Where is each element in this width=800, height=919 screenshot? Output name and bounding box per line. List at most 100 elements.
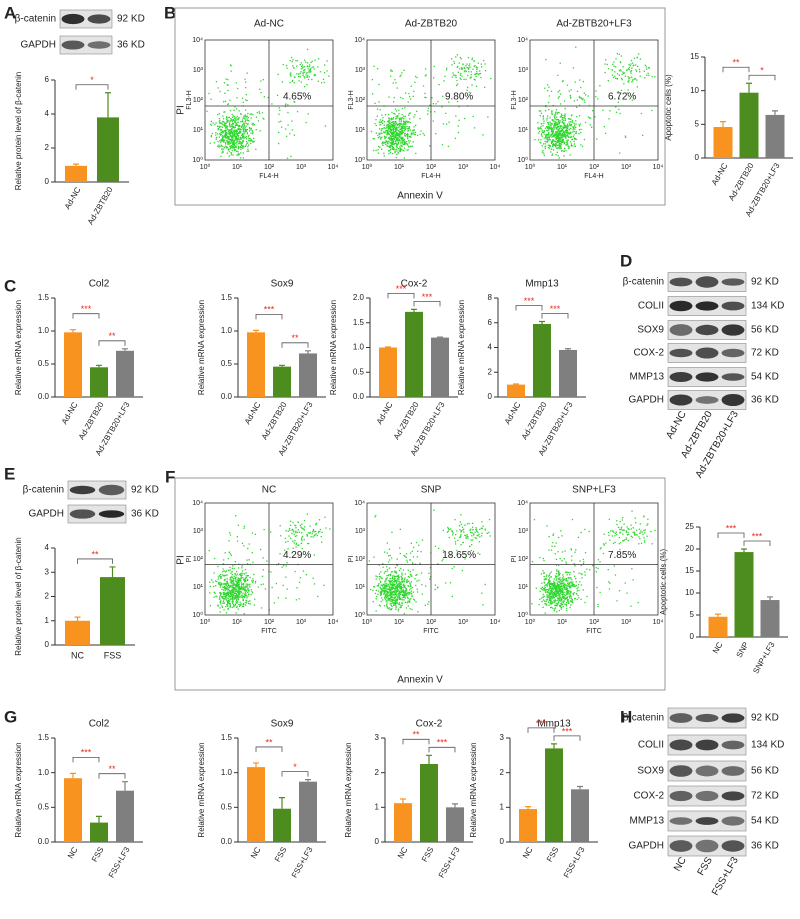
event-dot xyxy=(378,583,380,585)
event-dot xyxy=(399,528,401,530)
event-dot xyxy=(290,72,292,74)
event-dot xyxy=(473,60,475,62)
event-dot xyxy=(235,117,237,119)
event-dot xyxy=(305,574,307,576)
event-dot xyxy=(581,98,583,101)
event-dot xyxy=(391,148,394,150)
event-dot xyxy=(565,144,568,146)
event-dot xyxy=(228,143,230,145)
event-dot xyxy=(400,74,402,76)
event-dot xyxy=(407,134,409,136)
event-dot xyxy=(389,590,391,592)
event-dot xyxy=(395,593,397,595)
event-dot xyxy=(459,529,461,531)
event-dot xyxy=(476,530,478,532)
event-dot xyxy=(451,76,453,78)
event-dot xyxy=(577,594,579,597)
event-dot xyxy=(394,130,396,133)
event-dot xyxy=(473,78,475,80)
event-dot xyxy=(407,140,410,142)
event-dot xyxy=(291,552,293,554)
event-dot xyxy=(389,580,391,582)
event-dot xyxy=(395,579,397,582)
event-dot xyxy=(231,149,233,152)
event-dot xyxy=(302,570,305,572)
event-dot xyxy=(416,134,419,137)
event-dot xyxy=(247,585,249,587)
error-bar xyxy=(70,329,76,333)
error-bar xyxy=(105,92,111,118)
event-dot xyxy=(621,519,623,521)
event-dot xyxy=(402,131,404,134)
event-dot xyxy=(260,583,262,586)
event-dot xyxy=(576,116,578,118)
event-dot xyxy=(242,603,245,605)
significance-label: *** xyxy=(422,292,433,302)
event-dot xyxy=(246,99,248,102)
event-dot xyxy=(378,101,380,103)
event-dot xyxy=(234,561,236,563)
event-dot xyxy=(470,531,472,534)
event-dot xyxy=(636,56,638,58)
event-dot xyxy=(395,156,397,159)
event-dot xyxy=(294,570,296,573)
event-dot xyxy=(217,129,219,131)
event-dot xyxy=(302,66,304,68)
event-dot xyxy=(651,543,653,545)
event-dot xyxy=(238,580,240,582)
event-dot xyxy=(227,598,229,600)
event-dot xyxy=(233,126,235,128)
event-dot xyxy=(471,535,473,537)
y-tick-label: 0.0 xyxy=(221,837,233,846)
event-dot xyxy=(237,136,240,138)
event-dot xyxy=(448,101,450,103)
event-dot xyxy=(562,591,565,593)
event-dot xyxy=(377,152,380,154)
significance-bracket xyxy=(72,756,100,763)
event-dot xyxy=(393,131,395,133)
event-dot xyxy=(229,606,231,608)
event-dot xyxy=(240,157,242,159)
event-dot xyxy=(412,141,414,143)
event-dot xyxy=(470,549,473,552)
event-dot xyxy=(244,118,246,120)
event-dot xyxy=(400,96,402,99)
event-dot xyxy=(454,541,457,543)
event-dot xyxy=(225,125,227,127)
event-dot xyxy=(550,606,552,609)
y-axis-label: Relative mRNA expression xyxy=(14,742,23,837)
significance-bracket xyxy=(255,313,283,320)
event-dot xyxy=(227,587,229,589)
event-dot xyxy=(565,149,567,152)
event-dot xyxy=(226,135,228,138)
x-tick-label: 10⁴ xyxy=(653,619,664,626)
event-dot xyxy=(403,581,405,583)
event-dot xyxy=(548,599,550,602)
event-dot xyxy=(285,541,287,543)
event-dot xyxy=(553,592,555,594)
event-dot xyxy=(561,584,563,586)
event-dot xyxy=(378,564,380,566)
event-dot xyxy=(564,603,566,605)
event-dot xyxy=(615,77,617,79)
event-dot xyxy=(614,75,616,77)
event-dot xyxy=(307,532,309,534)
event-dot xyxy=(393,599,395,601)
event-dot xyxy=(572,127,575,130)
event-dot xyxy=(546,585,548,587)
event-dot xyxy=(236,140,239,143)
event-dot xyxy=(555,564,558,566)
y-tick-label: 0.5 xyxy=(221,359,233,368)
y-tick-label: 10⁰ xyxy=(192,156,203,164)
event-dot xyxy=(560,134,562,137)
event-dot xyxy=(538,604,540,606)
event-dot xyxy=(546,119,548,121)
event-dot xyxy=(607,531,610,534)
event-dot xyxy=(396,139,399,141)
event-dot xyxy=(644,77,646,79)
event-dot xyxy=(394,140,396,143)
event-dot xyxy=(437,100,439,103)
event-dot xyxy=(628,69,630,71)
event-dot xyxy=(387,137,389,139)
event-dot xyxy=(543,154,545,157)
